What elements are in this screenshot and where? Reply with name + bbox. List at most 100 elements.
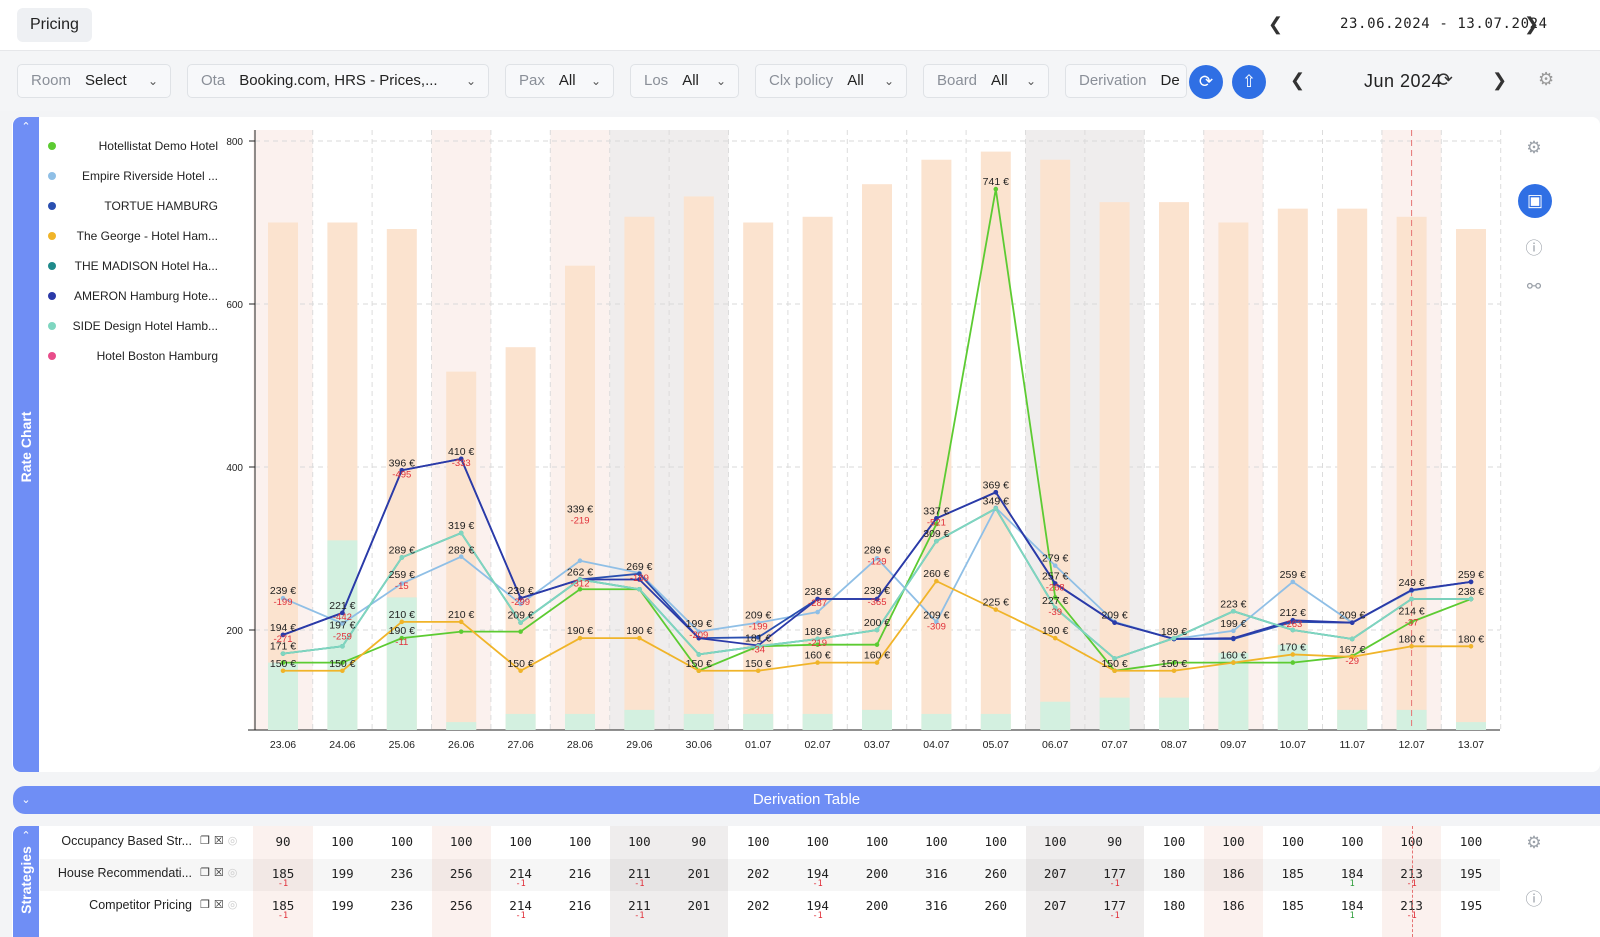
strategy-cell[interactable]: 236 bbox=[372, 898, 432, 913]
chevron-left-icon[interactable]: ❮ bbox=[1268, 14, 1284, 34]
strategy-cell[interactable]: 100 bbox=[1322, 834, 1382, 849]
strategy-cell[interactable]: 100 bbox=[312, 834, 372, 849]
close-icon[interactable]: ☒ bbox=[213, 899, 224, 911]
strategy-cell[interactable]: 195 bbox=[1441, 898, 1501, 913]
strategy-cell[interactable]: 100 bbox=[609, 834, 669, 849]
strategy-cell[interactable]: 184 1 bbox=[1322, 866, 1382, 888]
strategies-strip[interactable]: ⌃ Strategies bbox=[13, 826, 39, 937]
export-button[interactable]: ⇧ bbox=[1232, 65, 1266, 99]
los-filter[interactable]: Los All ⌄ bbox=[630, 64, 739, 98]
legend-item[interactable]: Empire Riverside Hotel ... bbox=[48, 169, 218, 183]
legend-item[interactable]: The George - Hotel Ham... bbox=[48, 229, 218, 243]
view-icon[interactable]: ◎ bbox=[227, 867, 238, 879]
view-icon[interactable]: ◎ bbox=[227, 835, 238, 847]
strategy-cell[interactable]: 185 -1 bbox=[253, 866, 313, 888]
strategy-cell[interactable]: 100 bbox=[847, 834, 907, 849]
strategy-cell[interactable]: 100 bbox=[372, 834, 432, 849]
strategy-cell[interactable]: 214 -1 bbox=[491, 866, 551, 888]
strategy-cell[interactable]: 202 bbox=[728, 866, 788, 881]
strategy-cell[interactable]: 100 bbox=[431, 834, 491, 849]
strategy-cell[interactable]: 199 bbox=[312, 866, 372, 881]
strategy-cell[interactable]: 214 -1 bbox=[491, 898, 551, 920]
strategy-cell[interactable]: 177 -1 bbox=[1085, 898, 1145, 920]
legend-item[interactable]: TORTUE HAMBURG bbox=[48, 199, 218, 213]
info-icon[interactable]: ⓘ bbox=[1525, 890, 1543, 909]
strategy-cell[interactable]: 201 bbox=[669, 898, 729, 913]
strategy-cell[interactable]: 194 -1 bbox=[788, 898, 848, 920]
strategy-cell[interactable]: 211 -1 bbox=[609, 866, 669, 888]
close-icon[interactable]: ☒ bbox=[213, 835, 224, 847]
sync-button[interactable]: ⟳ bbox=[1189, 65, 1223, 99]
strategy-cell[interactable]: 207 bbox=[1025, 866, 1085, 881]
strategy-cell[interactable]: 201 bbox=[669, 866, 729, 881]
gear-icon[interactable]: ⚙ bbox=[1538, 69, 1555, 89]
strategy-cell[interactable]: 316 bbox=[906, 898, 966, 913]
strategy-cell[interactable]: 100 bbox=[491, 834, 551, 849]
strategy-cell[interactable]: 100 bbox=[728, 834, 788, 849]
strategy-cell[interactable]: 100 bbox=[1441, 834, 1501, 849]
rate-chart-strip[interactable]: ⌃ Rate Chart bbox=[13, 117, 39, 772]
chevron-down-icon[interactable]: ⌄ bbox=[21, 794, 31, 806]
strategy-cell[interactable]: 199 bbox=[312, 898, 372, 913]
month-next-icon[interactable]: ❯ bbox=[1492, 70, 1508, 90]
chevron-up-icon[interactable]: ⌃ bbox=[21, 121, 31, 133]
strategy-cell[interactable]: 90 bbox=[669, 834, 729, 849]
strategy-cell[interactable]: 100 bbox=[1025, 834, 1085, 849]
chip-icon[interactable]: ▣ bbox=[1518, 184, 1552, 218]
room-filter[interactable]: Room Select ⌄ bbox=[17, 64, 171, 98]
refresh-icon[interactable]: ⟳ bbox=[1437, 70, 1453, 91]
copy-icon[interactable]: ❐ bbox=[200, 835, 210, 847]
clx-policy-filter[interactable]: Clx policy All ⌄ bbox=[755, 64, 907, 98]
strategy-cell[interactable]: 100 bbox=[1263, 834, 1323, 849]
strategy-cell[interactable]: 194 -1 bbox=[788, 866, 848, 888]
strategy-cell[interactable]: 186 bbox=[1203, 898, 1263, 913]
gear-icon[interactable]: ⚙ bbox=[1526, 833, 1542, 852]
strategy-cell[interactable]: 185 bbox=[1263, 866, 1323, 881]
strategy-cell[interactable]: 195 bbox=[1441, 866, 1501, 881]
share-icon[interactable]: ⚯ bbox=[1526, 277, 1542, 296]
strategy-cell[interactable]: 207 bbox=[1025, 898, 1085, 913]
close-icon[interactable]: ☒ bbox=[213, 867, 224, 879]
strategy-cell[interactable]: 185 bbox=[1263, 898, 1323, 913]
legend-item[interactable]: Hotel Boston Hamburg bbox=[48, 349, 218, 363]
strategy-cell[interactable]: 90 bbox=[253, 834, 313, 849]
legend-item[interactable]: SIDE Design Hotel Hamb... bbox=[48, 319, 218, 333]
strategy-cell[interactable]: 100 bbox=[906, 834, 966, 849]
strategy-cell[interactable]: 100 bbox=[1203, 834, 1263, 849]
strategy-cell[interactable]: 100 bbox=[550, 834, 610, 849]
strategy-cell[interactable]: 200 bbox=[847, 866, 907, 881]
strategy-cell[interactable]: 90 bbox=[1085, 834, 1145, 849]
strategy-cell[interactable]: 184 1 bbox=[1322, 898, 1382, 920]
view-icon[interactable]: ◎ bbox=[227, 899, 238, 911]
ota-filter[interactable]: Ota Booking.com, HRS - Prices,... ⌄ bbox=[187, 64, 489, 98]
page-tab-pricing[interactable]: Pricing bbox=[17, 8, 92, 42]
strategy-cell[interactable]: 100 bbox=[1144, 834, 1204, 849]
pax-filter[interactable]: Pax All ⌄ bbox=[505, 64, 614, 98]
month-prev-icon[interactable]: ❮ bbox=[1290, 70, 1306, 90]
strategy-cell[interactable]: 177 -1 bbox=[1085, 866, 1145, 888]
copy-icon[interactable]: ❐ bbox=[200, 867, 210, 879]
strategy-cell[interactable]: 200 bbox=[847, 898, 907, 913]
chevron-up-icon[interactable]: ⌃ bbox=[21, 830, 31, 842]
derivation-table-bar[interactable]: ⌄ Derivation Table bbox=[13, 786, 1600, 814]
legend-item[interactable]: THE MADISON Hotel Ha... bbox=[48, 259, 218, 273]
legend-item[interactable]: Hotellistat Demo Hotel bbox=[48, 139, 218, 153]
strategy-cell[interactable]: 260 bbox=[966, 898, 1026, 913]
strategy-cell[interactable]: 216 bbox=[550, 866, 610, 881]
strategy-cell[interactable]: 216 bbox=[550, 898, 610, 913]
chevron-right-icon[interactable]: ❯ bbox=[1524, 14, 1540, 34]
strategy-cell[interactable]: 236 bbox=[372, 866, 432, 881]
strategy-cell[interactable]: 256 bbox=[431, 866, 491, 881]
strategy-cell[interactable]: 100 bbox=[1382, 834, 1442, 849]
strategy-cell[interactable]: 211 -1 bbox=[609, 898, 669, 920]
strategy-cell[interactable]: 180 bbox=[1144, 866, 1204, 881]
strategy-cell[interactable]: 100 bbox=[966, 834, 1026, 849]
strategy-cell[interactable]: 100 bbox=[788, 834, 848, 849]
strategy-cell[interactable]: 202 bbox=[728, 898, 788, 913]
strategy-cell[interactable]: 316 bbox=[906, 866, 966, 881]
strategy-cell[interactable]: 260 bbox=[966, 866, 1026, 881]
derivation-filter[interactable]: Derivation De bbox=[1065, 64, 1187, 98]
date-range[interactable]: 23.06.2024 - 13.07.2024 bbox=[1340, 16, 1548, 32]
copy-icon[interactable]: ❐ bbox=[200, 899, 210, 911]
strategy-cell[interactable]: 186 bbox=[1203, 866, 1263, 881]
